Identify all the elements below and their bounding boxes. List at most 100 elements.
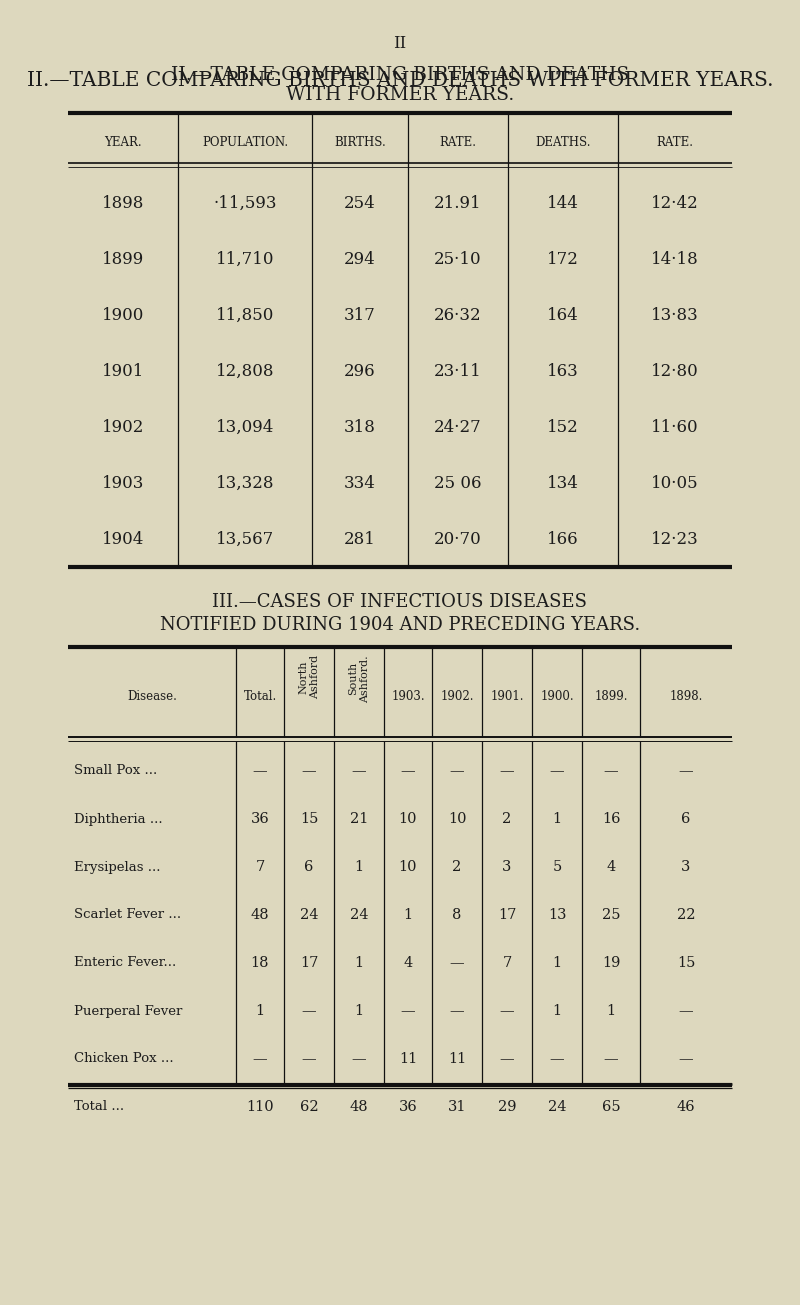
Text: —: — xyxy=(678,1004,694,1018)
Text: 1: 1 xyxy=(553,812,562,826)
Text: 1: 1 xyxy=(255,1004,265,1018)
Text: 12·80: 12·80 xyxy=(651,363,699,380)
Text: 29: 29 xyxy=(498,1100,516,1114)
Text: 172: 172 xyxy=(547,251,579,268)
Text: —: — xyxy=(678,763,694,778)
Text: 1: 1 xyxy=(553,1004,562,1018)
Text: 65: 65 xyxy=(602,1100,620,1114)
Text: 10·05: 10·05 xyxy=(651,475,699,492)
Text: 48: 48 xyxy=(250,908,270,923)
Text: 8: 8 xyxy=(452,908,462,923)
Text: —: — xyxy=(352,763,366,778)
Text: 166: 166 xyxy=(547,531,579,548)
Text: —: — xyxy=(550,763,564,778)
Text: 1903: 1903 xyxy=(102,475,144,492)
Text: 1: 1 xyxy=(354,957,363,970)
Text: 281: 281 xyxy=(344,531,376,548)
Text: 6: 6 xyxy=(304,860,314,874)
Text: —: — xyxy=(450,1004,464,1018)
Text: 163: 163 xyxy=(547,363,579,380)
Text: —: — xyxy=(500,763,514,778)
Text: 11·60: 11·60 xyxy=(651,419,699,436)
Text: 24: 24 xyxy=(548,1100,566,1114)
Text: 25 06: 25 06 xyxy=(434,475,482,492)
Text: 3: 3 xyxy=(682,860,690,874)
Text: 5: 5 xyxy=(552,860,562,874)
Text: —: — xyxy=(302,1052,316,1066)
Text: 15: 15 xyxy=(677,957,695,970)
Text: 1899.: 1899. xyxy=(594,690,628,703)
Text: 296: 296 xyxy=(344,363,376,380)
Text: 15: 15 xyxy=(300,812,318,826)
Text: 294: 294 xyxy=(344,251,376,268)
Text: RATE.: RATE. xyxy=(657,137,694,150)
Text: 24: 24 xyxy=(300,908,318,923)
Text: 1904: 1904 xyxy=(102,531,144,548)
Text: Puerperal Fever: Puerperal Fever xyxy=(74,1005,182,1018)
Text: III.—CASES OF INFECTIOUS DISEASES: III.—CASES OF INFECTIOUS DISEASES xyxy=(213,592,587,611)
Text: —: — xyxy=(500,1004,514,1018)
Text: 11: 11 xyxy=(399,1052,417,1066)
Text: North
Ashford: North Ashford xyxy=(298,655,320,699)
Text: Diphtheria ...: Diphtheria ... xyxy=(74,813,162,826)
Text: 254: 254 xyxy=(344,194,376,211)
Text: 25: 25 xyxy=(602,908,620,923)
Text: Total.: Total. xyxy=(243,690,277,703)
Text: Small Pox ...: Small Pox ... xyxy=(74,765,158,778)
Text: 12,808: 12,808 xyxy=(216,363,274,380)
Text: 16: 16 xyxy=(602,812,620,826)
Text: 2: 2 xyxy=(502,812,512,826)
Text: 36: 36 xyxy=(398,1100,418,1114)
Text: —: — xyxy=(500,1052,514,1066)
Text: 13,094: 13,094 xyxy=(216,419,274,436)
Text: II.—TABLE COMPARING BIRTHS AND DEATHS: II.—TABLE COMPARING BIRTHS AND DEATHS xyxy=(171,67,629,84)
Text: 62: 62 xyxy=(300,1100,318,1114)
Text: WITH FORMER YEARS.: WITH FORMER YEARS. xyxy=(286,86,514,104)
Text: NOTIFIED DURING 1904 AND PRECEDING YEARS.: NOTIFIED DURING 1904 AND PRECEDING YEARS… xyxy=(160,616,640,634)
Text: 164: 164 xyxy=(547,307,579,324)
Text: DEATHS.: DEATHS. xyxy=(535,137,590,150)
Text: 24: 24 xyxy=(350,908,368,923)
Text: —: — xyxy=(302,763,316,778)
Text: 17: 17 xyxy=(498,908,516,923)
Text: 31: 31 xyxy=(448,1100,466,1114)
Text: Scarlet Fever ...: Scarlet Fever ... xyxy=(74,908,181,921)
Text: 12·23: 12·23 xyxy=(651,531,699,548)
Text: 6: 6 xyxy=(682,812,690,826)
Text: 11,710: 11,710 xyxy=(216,251,274,268)
Text: 144: 144 xyxy=(547,194,579,211)
Text: 317: 317 xyxy=(344,307,376,324)
Text: 334: 334 xyxy=(344,475,376,492)
Text: Chicken Pox ...: Chicken Pox ... xyxy=(74,1053,174,1065)
Text: ·11,593: ·11,593 xyxy=(214,194,277,211)
Text: 7: 7 xyxy=(502,957,512,970)
Text: 13·83: 13·83 xyxy=(651,307,699,324)
Text: II: II xyxy=(394,34,406,51)
Text: —: — xyxy=(550,1052,564,1066)
Text: 10: 10 xyxy=(398,860,418,874)
Text: 11: 11 xyxy=(448,1052,466,1066)
Text: —: — xyxy=(401,763,415,778)
Text: 4: 4 xyxy=(403,957,413,970)
Text: 1903.: 1903. xyxy=(391,690,425,703)
Text: 36: 36 xyxy=(250,812,270,826)
Text: 1902.: 1902. xyxy=(440,690,474,703)
Text: —: — xyxy=(302,1004,316,1018)
Text: 1901.: 1901. xyxy=(490,690,524,703)
Text: 1899: 1899 xyxy=(102,251,144,268)
Text: 21: 21 xyxy=(350,812,368,826)
Text: 1: 1 xyxy=(354,860,363,874)
Text: —: — xyxy=(450,763,464,778)
Text: 1: 1 xyxy=(553,957,562,970)
Text: 18: 18 xyxy=(250,957,270,970)
Text: South
Ashford.: South Ashford. xyxy=(348,655,370,702)
Text: 13,328: 13,328 xyxy=(216,475,274,492)
Text: Erysipelas ...: Erysipelas ... xyxy=(74,860,161,873)
Text: YEAR.: YEAR. xyxy=(104,137,142,150)
Text: 19: 19 xyxy=(602,957,620,970)
Text: Enteric Fever...: Enteric Fever... xyxy=(74,957,176,970)
Text: 46: 46 xyxy=(677,1100,695,1114)
Text: 3: 3 xyxy=(502,860,512,874)
Text: POPULATION.: POPULATION. xyxy=(202,137,288,150)
Text: —: — xyxy=(253,1052,267,1066)
